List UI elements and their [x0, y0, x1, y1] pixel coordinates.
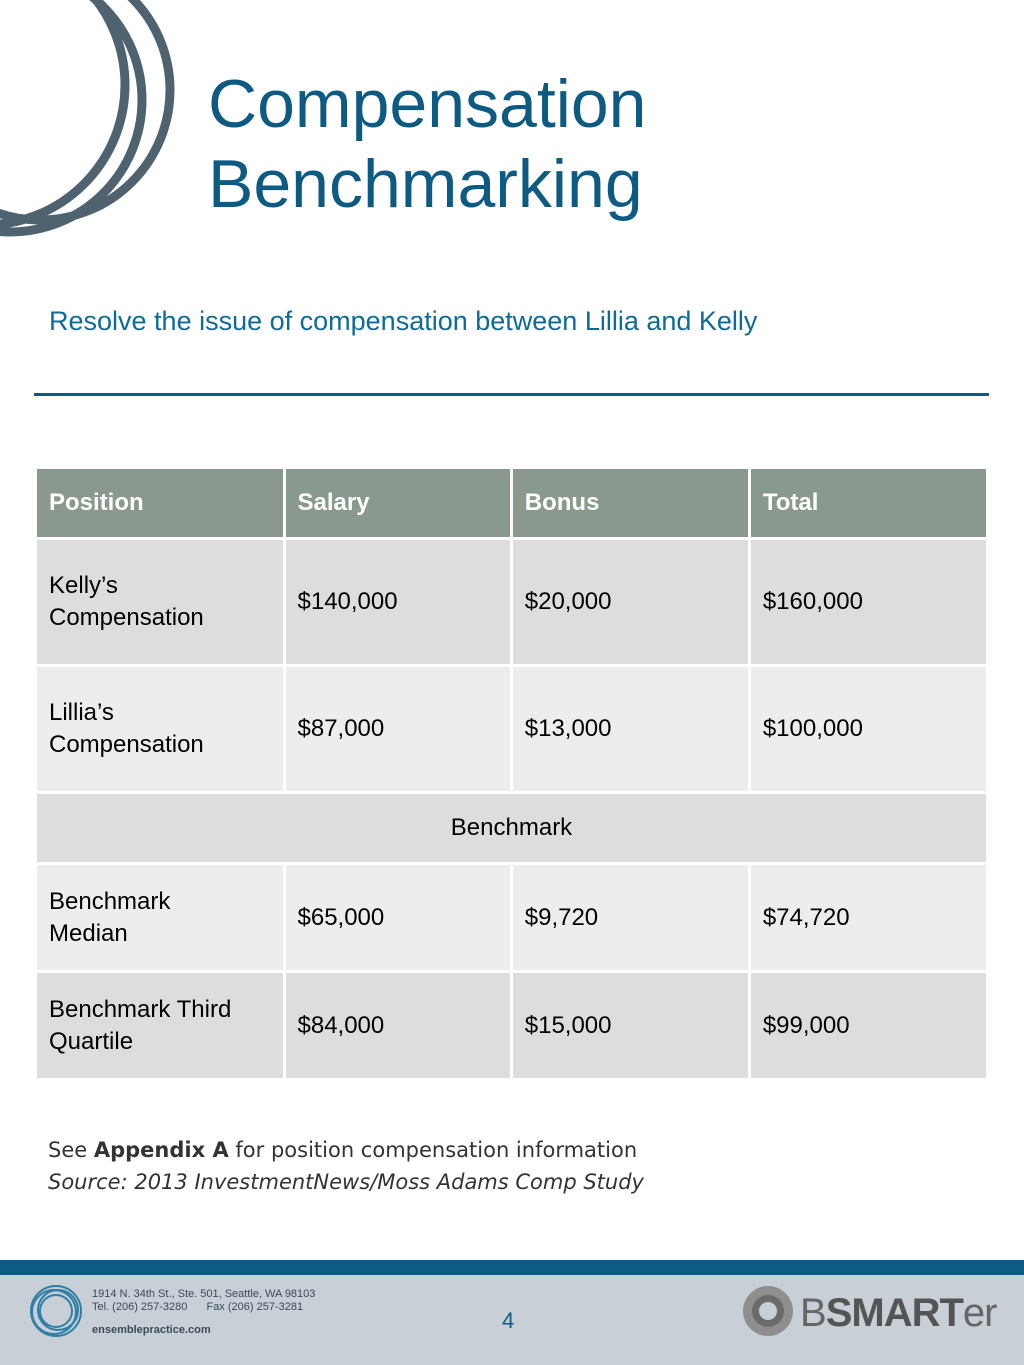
fax: Fax (206) 257-3281 — [206, 1301, 304, 1313]
header-total: Total — [747, 466, 990, 540]
title-line-2: Benchmarking — [208, 146, 643, 222]
position-cell: Benchmark Third Quartile — [34, 970, 286, 1081]
subtitle: Resolve the issue of compensation betwee… — [49, 306, 758, 336]
brand-er: er — [962, 1291, 998, 1335]
table-row: Benchmark Third Quartile $84,000 $15,000… — [34, 970, 990, 1081]
page-title: Compensation Benchmarking — [208, 64, 646, 224]
footer-bar — [0, 1260, 1024, 1275]
position-line-2: Compensation — [49, 604, 204, 631]
position-line-1: Benchmark Third — [49, 995, 232, 1023]
header-bonus: Bonus — [509, 466, 751, 540]
table-row: Benchmark Median $65,000 $9,720 $74,720 — [34, 862, 990, 973]
total-cell: $74,720 — [747, 862, 990, 973]
salary-cell: $84,000 — [282, 970, 513, 1081]
total-cell: $100,000 — [747, 664, 990, 794]
brand-b: B — [800, 1291, 827, 1335]
bonus-cell: $13,000 — [509, 664, 751, 794]
total-cell: $99,000 — [747, 970, 990, 1081]
see-text: See — [48, 1138, 88, 1162]
bonus-cell: $9,720 — [509, 862, 751, 973]
bonus-cell: $15,000 — [509, 970, 751, 1081]
page-number: 4 — [502, 1308, 515, 1333]
section-row: Benchmark — [34, 791, 989, 865]
ensemble-logo-icon — [30, 1285, 82, 1337]
website-link[interactable]: ensemblepractice.com — [92, 1324, 211, 1336]
table-row: Lillia’s Compensation $87,000 $13,000 $1… — [34, 664, 990, 794]
position-cell: Lillia’s Compensation — [34, 664, 286, 794]
street-address: 1914 N. 34th St., Ste. 501, Seattle, WA … — [92, 1288, 316, 1300]
brand-wordmark: BSMARTer — [800, 1291, 998, 1336]
footer: 1914 N. 34th St., Ste. 501, Seattle, WA … — [0, 1275, 1024, 1365]
salary-cell: $140,000 — [282, 537, 513, 667]
position-line-2: Quartile — [49, 1027, 134, 1055]
bonus-cell: $20,000 — [509, 537, 751, 667]
compensation-table: Position Salary Bonus Total Kelly’s Comp… — [34, 466, 990, 1081]
appendix-link: Appendix A — [93, 1138, 229, 1162]
header-salary: Salary — [282, 466, 513, 540]
bsmarter-logo-icon — [743, 1286, 793, 1336]
contact-line: Tel. (206) 257-3280 Fax (206) 257-3281 — [92, 1301, 315, 1314]
table-row: Kelly’s Compensation $140,000 $20,000 $1… — [34, 537, 990, 667]
appendix-note: See Appendix A for position compensation… — [48, 1134, 644, 1166]
total-cell: $160,000 — [747, 537, 990, 667]
position-line-2: Compensation — [49, 731, 204, 758]
address-block: 1914 N. 34th St., Ste. 501, Seattle, WA … — [92, 1288, 315, 1337]
phone: Tel. (206) 257-3280 — [92, 1301, 188, 1313]
note-rest: for position compensation information — [235, 1138, 638, 1162]
position-line-1: Lillia’s — [49, 699, 114, 726]
salary-cell: $87,000 — [282, 664, 513, 794]
position-cell: Benchmark Median — [34, 862, 286, 973]
salary-cell: $65,000 — [282, 862, 513, 973]
benchmark-section-label: Benchmark — [34, 791, 989, 865]
position-line-2: Median — [49, 919, 128, 947]
header-position: Position — [34, 466, 286, 540]
decorative-rings — [0, 0, 175, 237]
table-header-row: Position Salary Bonus Total — [34, 466, 990, 540]
brand-smart: SMART — [825, 1291, 964, 1335]
position-line-1: Kelly’s — [49, 572, 118, 599]
source-note: Source: 2013 InvestmentNews/Moss Adams C… — [48, 1170, 644, 1194]
position-line-1: Benchmark — [49, 887, 171, 915]
notes: See Appendix A for position compensation… — [48, 1134, 644, 1198]
title-line-1: Compensation — [208, 66, 647, 142]
divider — [34, 393, 989, 396]
position-cell: Kelly’s Compensation — [34, 537, 286, 667]
